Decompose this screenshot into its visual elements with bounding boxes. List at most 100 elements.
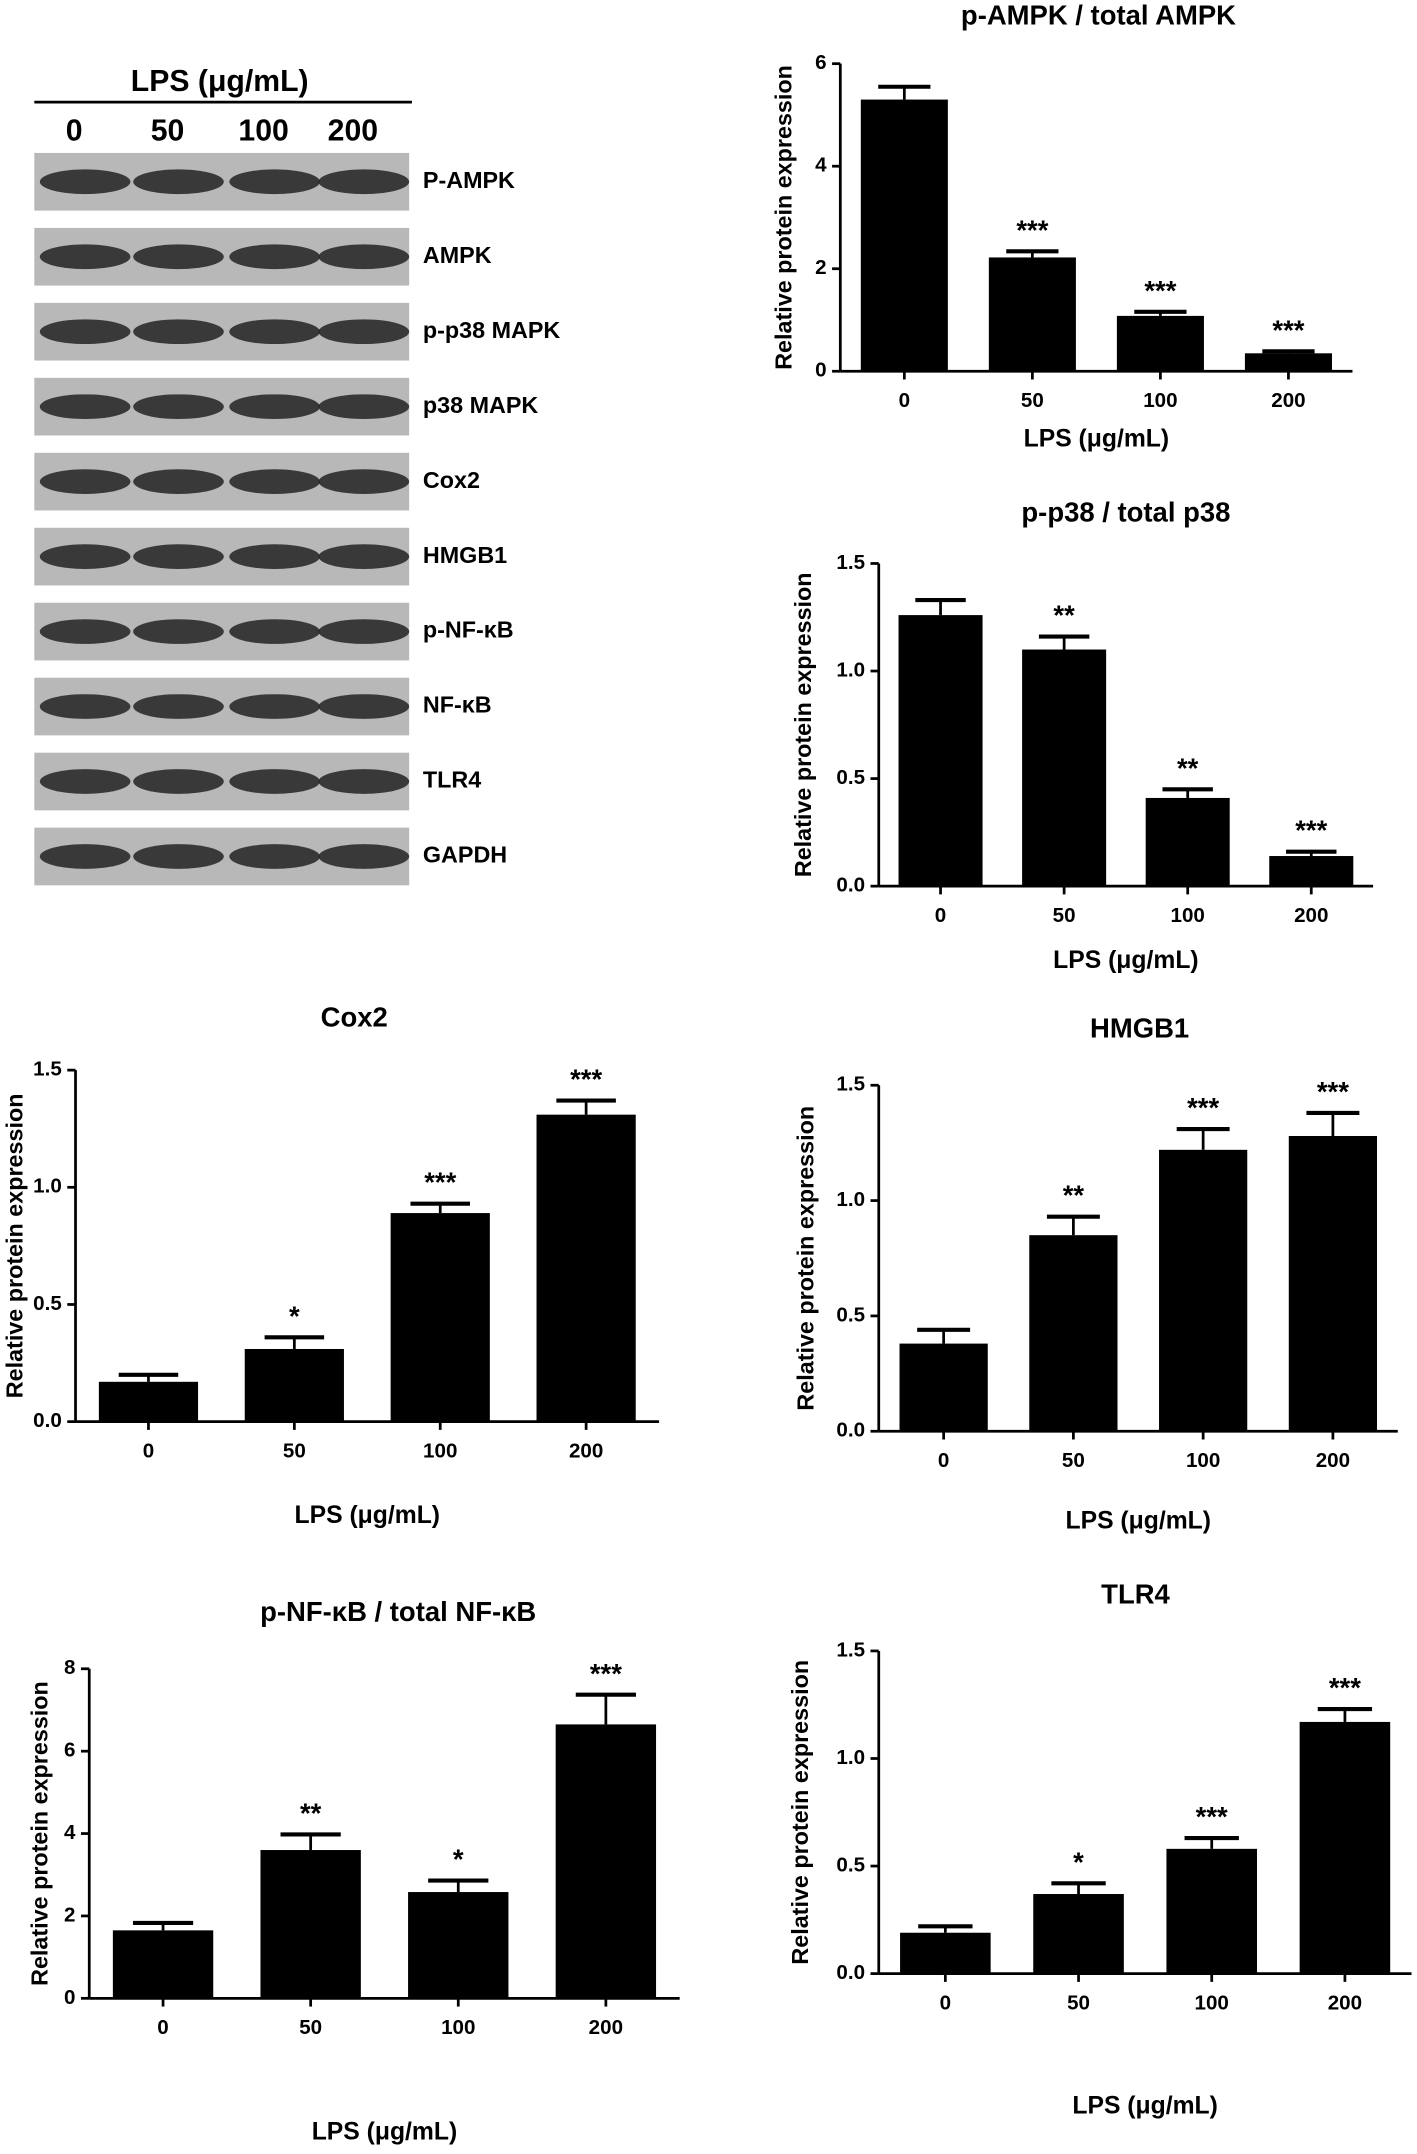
blot-band	[133, 844, 224, 869]
y-tick-label: 2	[64, 1903, 75, 1926]
y-tick-label: 0.0	[836, 1961, 865, 1984]
protein-label: TLR4	[423, 767, 481, 793]
y-axis-label: Relative protein expression	[793, 1106, 819, 1411]
bar	[244, 1348, 344, 1422]
blot-band	[229, 769, 320, 794]
blot-band	[229, 844, 320, 869]
significance-label: ***	[570, 1064, 602, 1095]
blot-band	[133, 469, 224, 494]
y-tick-label: 1.0	[836, 1746, 865, 1769]
x-tick-label: 200	[1316, 1449, 1350, 1472]
blot-band	[133, 319, 224, 345]
blot-band	[318, 619, 410, 644]
x-axis-label: LPS (μg/mL)	[295, 1502, 440, 1529]
significance-label: **	[300, 1797, 322, 1828]
lane-label: 50	[151, 114, 185, 147]
significance-label: ***	[1329, 1672, 1361, 1703]
lane-label: 200	[328, 114, 378, 147]
blot-band	[318, 244, 410, 270]
y-tick-label: 1.5	[33, 1058, 62, 1081]
protein-label: AMPK	[423, 242, 492, 268]
bar	[408, 1892, 509, 1999]
bar	[1299, 1721, 1391, 1974]
bar	[1159, 1149, 1248, 1432]
y-tick-label: 0.5	[33, 1292, 62, 1315]
y-tick-label: 0	[815, 359, 826, 382]
significance-label: **	[1053, 600, 1075, 631]
bar	[1116, 315, 1204, 372]
blot-band	[229, 244, 320, 270]
y-tick-label: 0.5	[836, 1303, 865, 1326]
x-axis-label: LPS (μg/mL)	[1053, 947, 1198, 974]
x-tick-label: 100	[1186, 1449, 1220, 1472]
blot-band	[39, 844, 131, 869]
significance-label: *	[289, 1300, 300, 1331]
x-tick-label: 200	[1271, 389, 1305, 412]
bar	[555, 1724, 657, 1999]
blot-band	[39, 244, 131, 270]
blot-band	[318, 394, 410, 420]
lane-label: 0	[66, 114, 83, 147]
blot-band	[318, 319, 410, 345]
y-tick-label: 4	[815, 154, 827, 177]
blot-band	[229, 694, 320, 719]
significance-label: ***	[1187, 1092, 1219, 1123]
x-tick-label: 0	[143, 1439, 154, 1462]
blot-band	[133, 394, 224, 420]
significance-label: *	[453, 1844, 464, 1875]
blot-band	[318, 169, 410, 195]
y-axis-label: Relative protein expression	[26, 1681, 52, 1986]
bar	[1166, 1848, 1258, 1974]
x-tick-label: 0	[940, 1991, 951, 2014]
bar	[390, 1213, 490, 1422]
bar	[860, 99, 948, 372]
y-tick-label: 1.0	[836, 1188, 865, 1211]
significance-label: ***	[1317, 1076, 1349, 1107]
blot-band	[133, 694, 224, 719]
bar	[900, 1932, 991, 1974]
blot-band	[229, 394, 320, 420]
blot-band	[133, 244, 224, 270]
blot-band	[39, 169, 131, 195]
chart-title: Cox2	[321, 1002, 388, 1033]
x-tick-label: 50	[1067, 1991, 1090, 2014]
blot-band	[133, 169, 224, 195]
bar	[898, 615, 983, 887]
significance-label: **	[1177, 752, 1199, 783]
bar	[1269, 856, 1354, 887]
x-tick-label: 50	[1053, 904, 1076, 927]
blot-band	[39, 769, 131, 794]
chart-title: TLR4	[1101, 1578, 1170, 1609]
blot-band	[133, 769, 224, 794]
chart-title: p-AMPK / total AMPK	[961, 0, 1236, 30]
blot-band	[229, 544, 320, 569]
y-tick-label: 1.5	[836, 1073, 865, 1096]
protein-label: HMGB1	[423, 542, 507, 568]
protein-label: GAPDH	[423, 842, 507, 868]
x-tick-label: 200	[569, 1439, 603, 1462]
significance-label: ***	[424, 1167, 456, 1198]
significance-label: ***	[1295, 815, 1327, 846]
x-tick-label: 200	[1328, 1991, 1362, 2014]
x-tick-label: 0	[157, 2016, 168, 2039]
x-axis-label: LPS (μg/mL)	[1066, 1507, 1211, 1534]
bar	[112, 1930, 214, 1999]
y-tick-label: 6	[64, 1739, 75, 1762]
x-tick-label: 100	[423, 1439, 457, 1462]
y-tick-label: 2	[815, 256, 826, 279]
protein-label: p38 MAPK	[423, 392, 539, 418]
bar	[536, 1114, 636, 1422]
blot-band	[229, 319, 320, 345]
x-axis-label: LPS (μg/mL)	[1024, 425, 1169, 452]
blot-band	[39, 544, 131, 569]
x-tick-label: 50	[1021, 389, 1044, 412]
blot-band	[39, 694, 131, 719]
x-tick-label: 100	[1143, 389, 1177, 412]
blot-band	[229, 619, 320, 644]
y-tick-label: 0.5	[836, 766, 865, 789]
chart-title: p-p38 / total p38	[1021, 496, 1230, 527]
y-tick-label: 0	[64, 1986, 75, 2009]
x-tick-label: 50	[299, 2016, 322, 2039]
